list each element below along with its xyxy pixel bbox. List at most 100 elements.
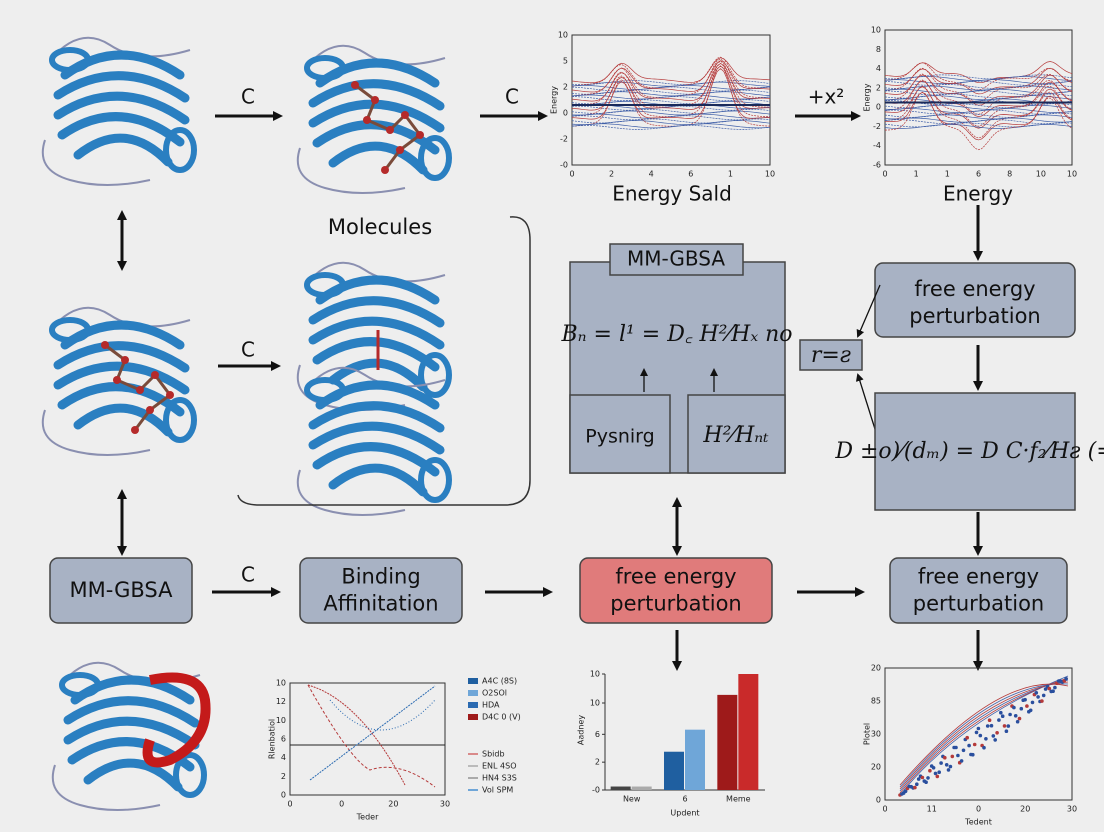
fit-curve (899, 683, 1069, 786)
scatter-point (956, 753, 960, 758)
arrow-label: C (241, 338, 255, 362)
plot-caption: Energy Sald (612, 182, 732, 206)
scatter-point (924, 780, 928, 784)
y-tick-label: -2 (560, 135, 568, 144)
x-tick-label: 4 (649, 170, 654, 179)
y-tick-label: 0 (876, 796, 881, 805)
legend-swatch (468, 702, 478, 708)
y-tick-label: -0 (560, 161, 568, 170)
scatter-point (972, 742, 977, 747)
equation: D ±o)⁄(dₘ) = D C·f₂⁄Hƨ (= (834, 439, 1104, 464)
y-tick-label: 0 (876, 103, 881, 112)
x-tick-label: 30 (1067, 805, 1077, 814)
scatter-point (903, 789, 908, 793)
arrow-label: +x² (808, 85, 845, 109)
trace (884, 85, 1073, 139)
x-tick-label: 0 (287, 800, 292, 809)
scatter-point (1053, 685, 1057, 690)
curve (307, 684, 406, 786)
legend-swatch (468, 714, 478, 720)
scatter-point (1041, 693, 1046, 698)
scatter-point (1023, 697, 1027, 702)
scatter-point (999, 710, 1003, 715)
scatter-point (965, 735, 969, 740)
trace (571, 125, 771, 130)
y-tick-label: 5 (563, 57, 568, 66)
scatter-point (1008, 712, 1012, 717)
node (889, 557, 1068, 624)
legend-label: O2SOl (482, 689, 507, 698)
scatter-point (961, 748, 966, 753)
trace (571, 123, 771, 129)
x-tick-label: 0 (976, 805, 981, 814)
node-label: MM-GBSA (70, 578, 174, 602)
y-tick-label: 0 (563, 109, 568, 118)
x-tick-label: 10 (1067, 170, 1077, 179)
scatter-point (1034, 691, 1039, 695)
scatter-point (984, 737, 988, 741)
scatter-point (946, 768, 951, 772)
trace (571, 120, 771, 125)
scatter-point (939, 761, 943, 765)
y-tick-label: -0 (592, 786, 600, 795)
legend-label: HDA (482, 701, 500, 710)
trace (884, 91, 1073, 141)
x-tick-label: 6 (976, 170, 981, 179)
y-tick-label: 4 (281, 753, 286, 762)
y-tick-label: 12 (276, 697, 286, 706)
scatter-point (989, 723, 994, 728)
y-tick-label: 10 (871, 26, 881, 35)
scatter-point (926, 776, 930, 780)
trace (884, 104, 1073, 110)
x-tick-label: 0 (882, 170, 887, 179)
arrow-label: C (241, 563, 255, 587)
y-tick-label: 2 (281, 772, 286, 781)
y-tick-label: -6 (873, 161, 881, 170)
scatter-point (1047, 686, 1052, 691)
scatter-point (974, 730, 979, 735)
scatter-point (1064, 677, 1068, 681)
y-tick-label: 6 (595, 730, 600, 739)
bar (717, 694, 738, 790)
x-tick-label: New (623, 795, 641, 804)
protein (298, 46, 449, 193)
arrow-label: C (241, 85, 255, 109)
trace (884, 61, 1073, 84)
scatter-point (1017, 716, 1022, 721)
y-tick-label: -2 (873, 122, 881, 131)
scatter-point (1040, 699, 1044, 703)
node-label: free energy (918, 565, 1039, 589)
x-tick-label: 1 (945, 170, 950, 179)
arrow (856, 284, 881, 338)
plot-frame (571, 34, 771, 166)
equation: Bₙ = l¹ = D꜀ H²⁄Hₓ no (560, 322, 792, 347)
x-tick-label: Meme (726, 795, 751, 804)
legend-label: ENL 4SO (482, 762, 517, 771)
node (874, 392, 1076, 511)
scatter-point (943, 755, 947, 760)
y-axis-label: Rlenbatiol (268, 719, 277, 759)
x-tick-label: 30 (440, 800, 450, 809)
x-tick-label: 0 (882, 805, 887, 814)
scatter-point (982, 745, 986, 750)
scatter-point (933, 771, 938, 776)
bar (664, 751, 684, 790)
trace (884, 85, 1073, 91)
scatter-point (991, 734, 996, 738)
scatter-point (920, 775, 925, 780)
scatter-point (1012, 705, 1016, 710)
sub-box-label: Pysnirg (585, 426, 654, 448)
y-axis-label: Aadney (577, 715, 586, 745)
y-tick-label: 20 (871, 664, 881, 673)
scatter-point (1028, 708, 1033, 713)
node-label: perturbation (610, 592, 742, 616)
y-tick-label: 85 (871, 697, 881, 706)
x-tick-label: 11 (927, 805, 937, 814)
trace (884, 114, 1073, 120)
scatter-point (1006, 724, 1011, 728)
x-tick-label: 20 (388, 800, 398, 809)
node-label: Binding (341, 565, 420, 589)
plot-frame (884, 667, 1073, 801)
scatter-point (948, 764, 953, 769)
sub-box-label: H²⁄Hₙₜ (702, 423, 769, 448)
